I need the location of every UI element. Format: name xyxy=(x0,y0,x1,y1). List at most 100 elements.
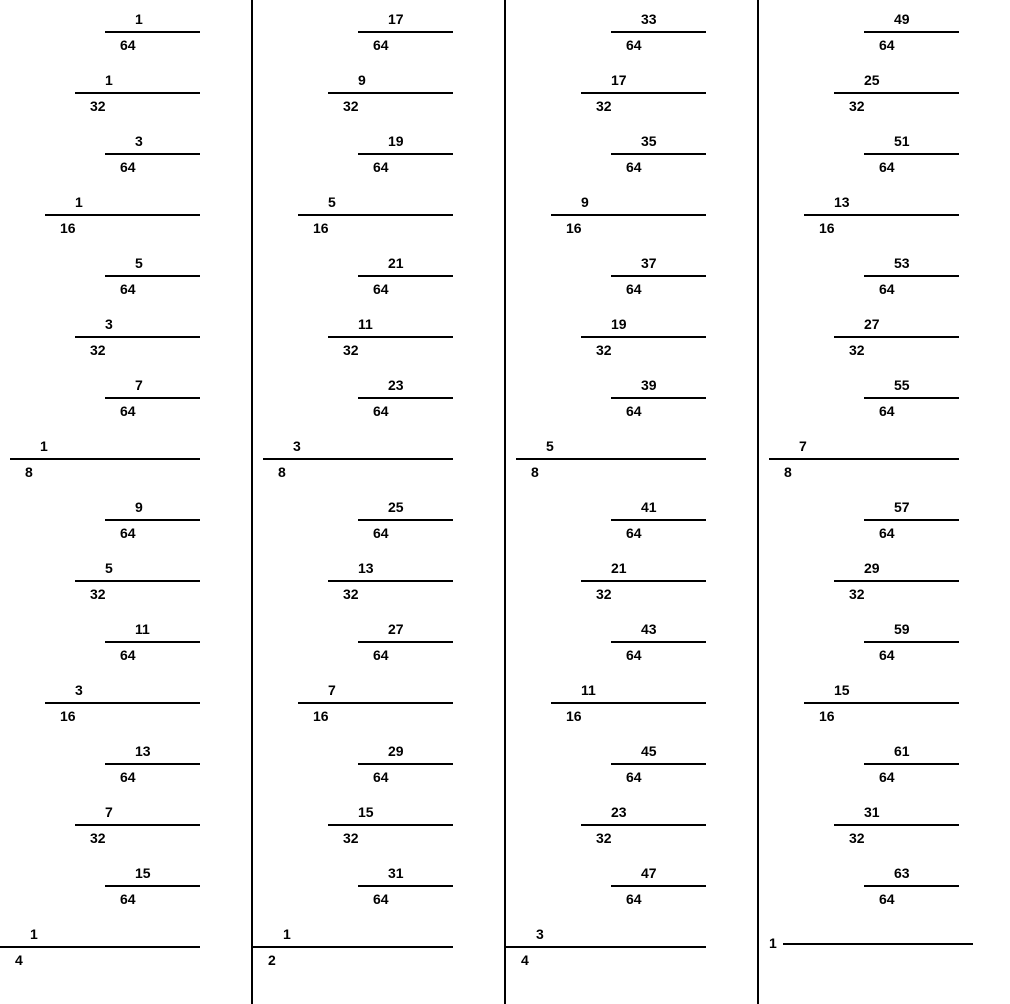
fraction-bar xyxy=(804,702,959,704)
fraction: 932 xyxy=(328,69,453,117)
fraction: 2332 xyxy=(581,801,706,849)
denominator: 64 xyxy=(358,278,453,300)
fraction-bar xyxy=(105,275,200,277)
denominator: 64 xyxy=(864,34,959,56)
numerator: 35 xyxy=(611,130,706,152)
numerator: 47 xyxy=(611,862,706,884)
fraction-bar xyxy=(75,336,200,338)
numerator: 7 xyxy=(75,801,200,823)
fraction: 1332 xyxy=(328,557,453,605)
fraction: 2932 xyxy=(834,557,959,605)
fraction: 1764 xyxy=(358,8,453,56)
denominator: 64 xyxy=(358,766,453,788)
denominator: 8 xyxy=(516,461,706,483)
fraction-bar xyxy=(328,824,453,826)
numerator: 3 xyxy=(75,313,200,335)
fraction-bar xyxy=(358,275,453,277)
numerator: 21 xyxy=(358,252,453,274)
denominator: 64 xyxy=(105,522,200,544)
numerator: 31 xyxy=(358,862,453,884)
denominator: 32 xyxy=(75,95,200,117)
denominator: 32 xyxy=(581,827,706,849)
numerator: 41 xyxy=(611,496,706,518)
fraction-bar xyxy=(328,92,453,94)
fraction: 78 xyxy=(769,435,959,483)
fraction: 5164 xyxy=(864,130,959,178)
fraction-bar xyxy=(611,275,706,277)
denominator: 64 xyxy=(864,156,959,178)
denominator: 32 xyxy=(328,827,453,849)
fraction: 2364 xyxy=(358,374,453,422)
denominator: 64 xyxy=(611,766,706,788)
fraction: 132 xyxy=(75,69,200,117)
numerator: 63 xyxy=(864,862,959,884)
fraction-bar xyxy=(358,31,453,33)
numerator: 1 xyxy=(0,923,200,945)
fraction: 1732 xyxy=(581,69,706,117)
fraction: 18 xyxy=(10,435,200,483)
numerator: 43 xyxy=(611,618,706,640)
fraction-bar xyxy=(611,641,706,643)
fraction: 5564 xyxy=(864,374,959,422)
column-3: 3364173235649163764193239645841642132436… xyxy=(506,0,757,1004)
fraction: 716 xyxy=(298,679,453,727)
fraction-bar xyxy=(358,397,453,399)
fraction-bar xyxy=(45,214,200,216)
numerator: 5 xyxy=(75,557,200,579)
fraction: 38 xyxy=(263,435,453,483)
numerator: 61 xyxy=(864,740,959,762)
fraction-bar xyxy=(105,153,200,155)
denominator: 32 xyxy=(328,95,453,117)
fraction: 364 xyxy=(105,130,200,178)
fraction: 6364 xyxy=(864,862,959,910)
denominator: 2 xyxy=(253,949,453,971)
fraction-chart: 1641323641165643327641896453211643161364… xyxy=(0,0,1010,1004)
fraction-bar xyxy=(769,458,959,460)
fraction: 316 xyxy=(45,679,200,727)
fraction-bar xyxy=(358,519,453,521)
denominator: 64 xyxy=(611,34,706,56)
fraction: 1516 xyxy=(804,679,959,727)
fraction-bar xyxy=(551,702,706,704)
numerator: 59 xyxy=(864,618,959,640)
fraction: 1932 xyxy=(581,313,706,361)
numerator: 51 xyxy=(864,130,959,152)
denominator: 32 xyxy=(581,95,706,117)
denominator: 64 xyxy=(358,34,453,56)
fraction-bar xyxy=(611,153,706,155)
denominator: 4 xyxy=(506,949,706,971)
denominator: 32 xyxy=(75,827,200,849)
fraction-bar xyxy=(864,153,959,155)
denominator: 32 xyxy=(328,339,453,361)
numerator: 1 xyxy=(10,435,200,457)
fraction: 5964 xyxy=(864,618,959,666)
fraction: 1116 xyxy=(551,679,706,727)
numerator: 17 xyxy=(358,8,453,30)
fraction-bar xyxy=(105,763,200,765)
fraction-bar xyxy=(105,31,200,33)
fraction: 5764 xyxy=(864,496,959,544)
numerator: 7 xyxy=(105,374,200,396)
numerator: 13 xyxy=(328,557,453,579)
column-2: 1764932196451621641132236438256413322764… xyxy=(253,0,504,1004)
fraction-bar xyxy=(75,824,200,826)
denominator: 64 xyxy=(105,400,200,422)
fraction-bar xyxy=(358,885,453,887)
numerator: 19 xyxy=(358,130,453,152)
fraction-bar xyxy=(834,92,959,94)
denominator: 8 xyxy=(10,461,200,483)
fraction-bar xyxy=(75,580,200,582)
denominator: 64 xyxy=(358,644,453,666)
numerator: 9 xyxy=(105,496,200,518)
fraction: 116 xyxy=(45,191,200,239)
fraction-bar xyxy=(358,763,453,765)
fraction-bottom: 12 xyxy=(253,923,453,971)
fraction: 2764 xyxy=(358,618,453,666)
numerator: 5 xyxy=(105,252,200,274)
numerator: 11 xyxy=(105,618,200,640)
fraction: 5364 xyxy=(864,252,959,300)
fraction: 3764 xyxy=(611,252,706,300)
denominator: 16 xyxy=(551,217,706,239)
denominator: 16 xyxy=(298,217,453,239)
denominator: 16 xyxy=(804,217,959,239)
